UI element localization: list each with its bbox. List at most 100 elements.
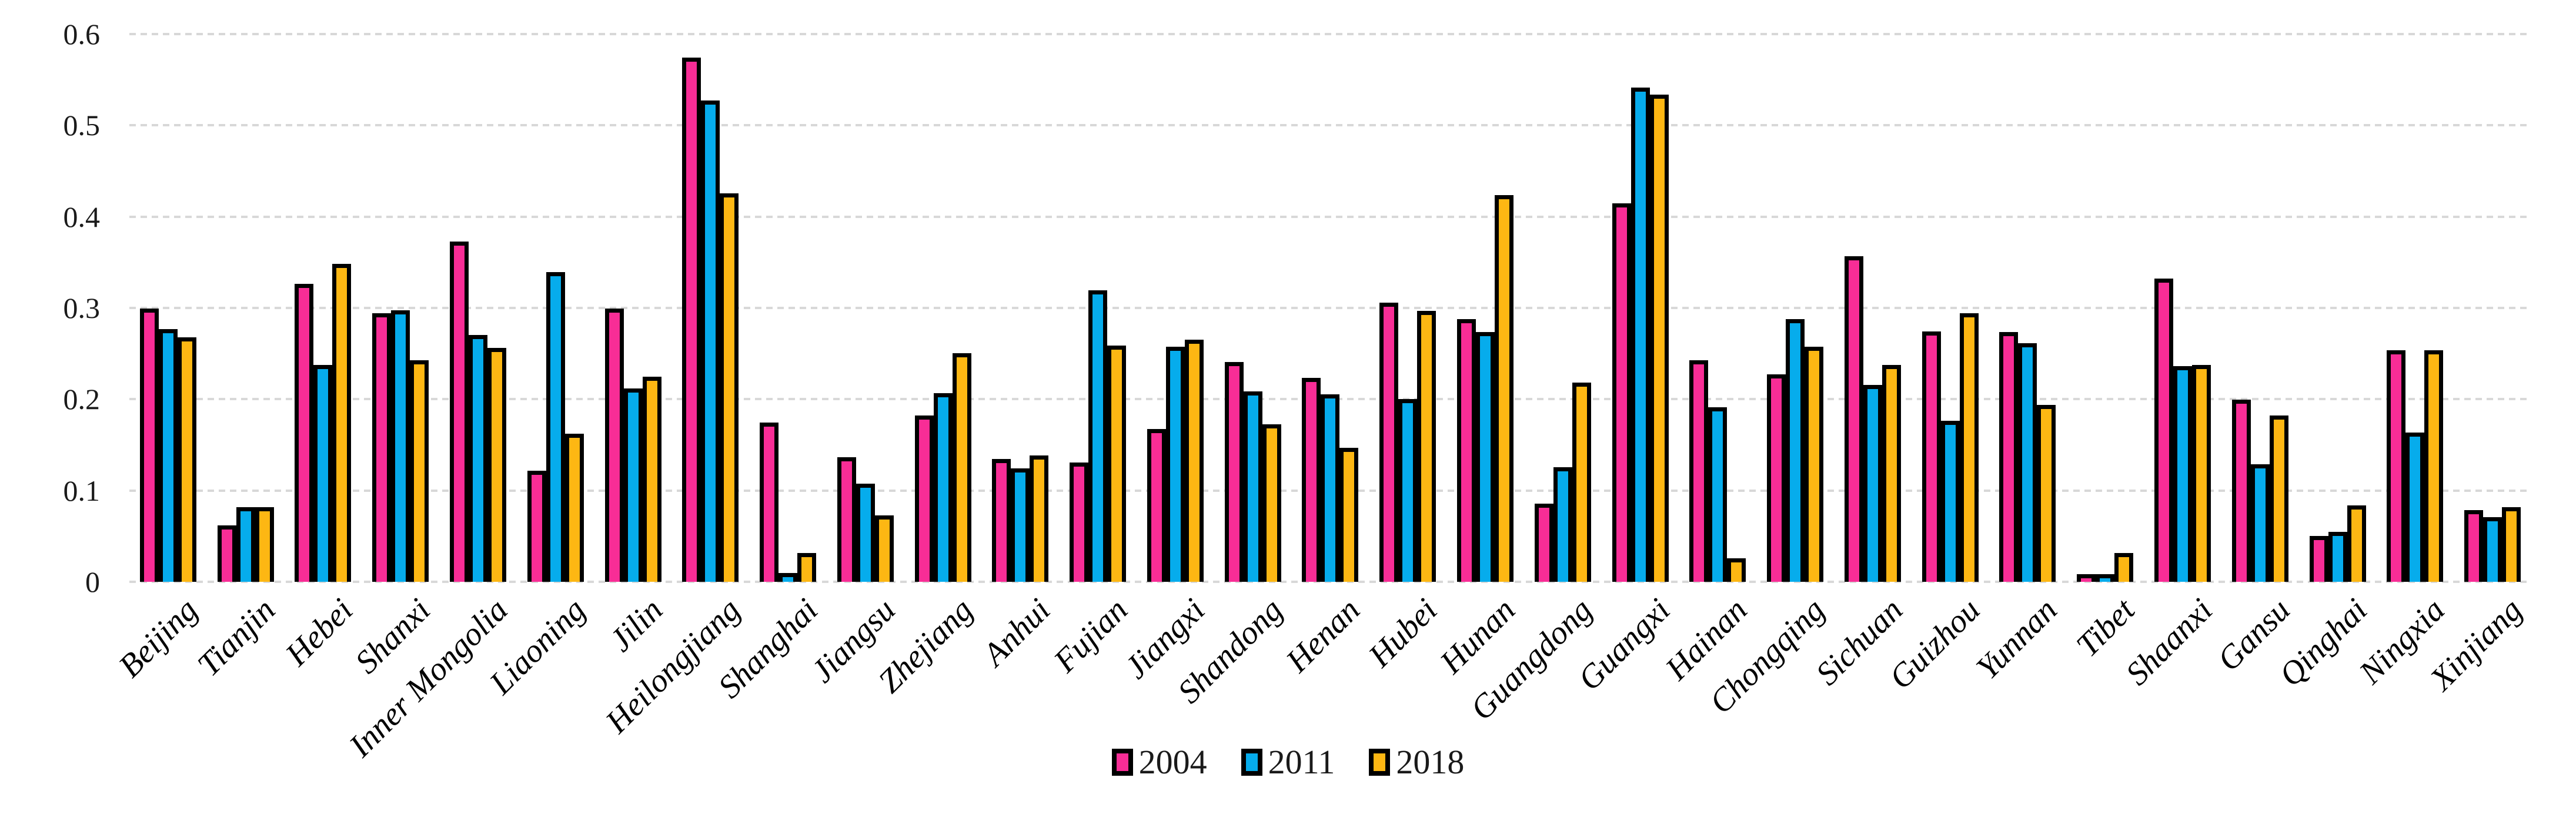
legend-item-2004: 2004 xyxy=(1111,745,1207,779)
bar-2018-guangdong xyxy=(1572,383,1591,582)
bar-2011-xinjiang xyxy=(2483,517,2503,582)
bar-2004-inner-mongolia xyxy=(449,242,469,582)
x-tick-label-beijing: Beijing xyxy=(112,591,205,685)
bar-2004-shandong xyxy=(1224,362,1244,582)
legend-swatch-2018 xyxy=(1369,749,1391,776)
legend-label-2018: 2018 xyxy=(1396,743,1465,781)
bar-group-heilongjiang xyxy=(671,34,749,582)
bar-2011-hainan xyxy=(1708,407,1728,582)
gridline-0.4 xyxy=(129,215,2531,218)
bar-2004-fujian xyxy=(1070,463,1089,582)
bar-2011-tibet xyxy=(2096,574,2115,582)
bar-2011-ningxia xyxy=(2405,433,2425,582)
bar-2004-ningxia xyxy=(2387,350,2406,582)
x-tick-label-henan: Henan xyxy=(1279,591,1368,680)
y-tick-label: 0.6 xyxy=(63,18,101,51)
bar-2018-ningxia xyxy=(2424,350,2444,582)
bar-group-hainan xyxy=(1679,34,1756,582)
bar-2018-inner-mongolia xyxy=(487,348,506,582)
bar-2018-shandong xyxy=(1262,424,1281,582)
legend-item-2018: 2018 xyxy=(1369,745,1464,779)
bar-group-qinghai xyxy=(2299,34,2377,582)
bar-group-inner-mongolia xyxy=(439,34,517,582)
bar-2011-qinghai xyxy=(2328,532,2347,582)
bar-2011-shandong xyxy=(1243,391,1262,582)
bar-2004-tibet xyxy=(2077,574,2096,582)
bar-2011-hubei xyxy=(1398,399,1418,582)
x-tick-label-shaanxi: Shaanxi xyxy=(2119,591,2220,693)
bar-group-zhejiang xyxy=(904,34,982,582)
legend-item-2011: 2011 xyxy=(1241,745,1335,779)
bar-2004-jilin xyxy=(604,309,624,582)
bar-2018-hubei xyxy=(1417,311,1436,582)
x-tick-label-anhui: Anhui xyxy=(975,591,1057,673)
bar-2004-zhejiang xyxy=(914,415,934,582)
bar-2004-hebei xyxy=(295,284,314,582)
bar-2004-jiangsu xyxy=(837,457,856,582)
y-tick-label: 0.1 xyxy=(63,474,101,507)
bar-2018-chongqing xyxy=(1805,347,1824,582)
bar-2004-liaoning xyxy=(527,471,546,582)
bar-2018-jiangsu xyxy=(874,515,894,582)
bar-2018-gansu xyxy=(2269,415,2288,582)
bar-2018-shanxi xyxy=(410,360,429,582)
bar-2011-chongqing xyxy=(1786,319,1805,582)
legend-swatch-2004 xyxy=(1111,749,1133,776)
bar-2011-hebei xyxy=(313,365,333,582)
bar-group-shandong xyxy=(1214,34,1292,582)
bar-2018-xinjiang xyxy=(2502,507,2521,582)
bar-group-tibet xyxy=(2066,34,2144,582)
bar-2018-shanghai xyxy=(797,553,817,582)
bar-2011-shanghai xyxy=(779,573,798,582)
bar-2018-tibet xyxy=(2114,553,2134,582)
gridline-0.5 xyxy=(129,124,2531,127)
bar-group-henan xyxy=(1292,34,1369,582)
bar-2004-guizhou xyxy=(1922,331,1941,582)
bar-group-chongqing xyxy=(1756,34,1834,582)
bar-2011-inner-mongolia xyxy=(468,335,487,582)
bar-group-hunan xyxy=(1446,34,1524,582)
bar-group-xinjiang xyxy=(2454,34,2531,582)
bar-2011-fujian xyxy=(1088,290,1108,582)
y-tick-label: 0.5 xyxy=(63,109,101,142)
legend-swatch-2011 xyxy=(1241,749,1262,776)
x-tick-label-hubei: Hubei xyxy=(1362,591,1445,675)
bar-group-anhui xyxy=(982,34,1060,582)
bar-2018-anhui xyxy=(1030,455,1049,582)
bar-2004-xinjiang xyxy=(2464,510,2484,582)
bar-2018-heilongjiang xyxy=(720,193,739,582)
bar-2011-shaanxi xyxy=(2173,366,2192,582)
bar-2011-shanxi xyxy=(391,310,410,582)
bar-2018-hebei xyxy=(332,264,352,582)
bar-2004-yunnan xyxy=(1999,332,2019,582)
bar-2004-shaanxi xyxy=(2154,279,2173,582)
bar-2004-hunan xyxy=(1457,319,1476,582)
bar-2004-hainan xyxy=(1689,360,1709,582)
bar-2018-qinghai xyxy=(2347,505,2366,582)
x-tick-label-jilin: Jilin xyxy=(602,591,670,659)
bar-group-yunnan xyxy=(1989,34,2067,582)
bar-group-shanxi xyxy=(362,34,439,582)
bar-2004-hubei xyxy=(1379,303,1399,582)
bar-group-gansu xyxy=(2221,34,2299,582)
legend-label-2011: 2011 xyxy=(1268,743,1335,781)
x-tick-label-tianjin: Tianjin xyxy=(191,591,283,683)
bar-group-shanghai xyxy=(749,34,827,582)
y-tick-label: 0.4 xyxy=(63,200,101,233)
bar-2011-sichuan xyxy=(1863,385,1882,582)
bar-2004-shanghai xyxy=(760,423,779,582)
x-tick-label-hebei: Hebei xyxy=(278,591,360,673)
bar-group-hubei xyxy=(1369,34,1446,582)
bar-2004-heilongjiang xyxy=(682,58,701,582)
bar-2004-jiangxi xyxy=(1147,429,1166,582)
bar-group-sichuan xyxy=(1834,34,1912,582)
bar-group-jilin xyxy=(594,34,672,582)
bar-2018-henan xyxy=(1339,448,1359,582)
bar-group-tianjin xyxy=(207,34,285,582)
bar-2004-henan xyxy=(1302,378,1321,582)
bar-2004-beijing xyxy=(139,309,159,582)
bar-2011-yunnan xyxy=(2018,343,2037,582)
bar-2018-shaanxi xyxy=(2192,365,2211,582)
bar-2018-hunan xyxy=(1495,195,1514,582)
